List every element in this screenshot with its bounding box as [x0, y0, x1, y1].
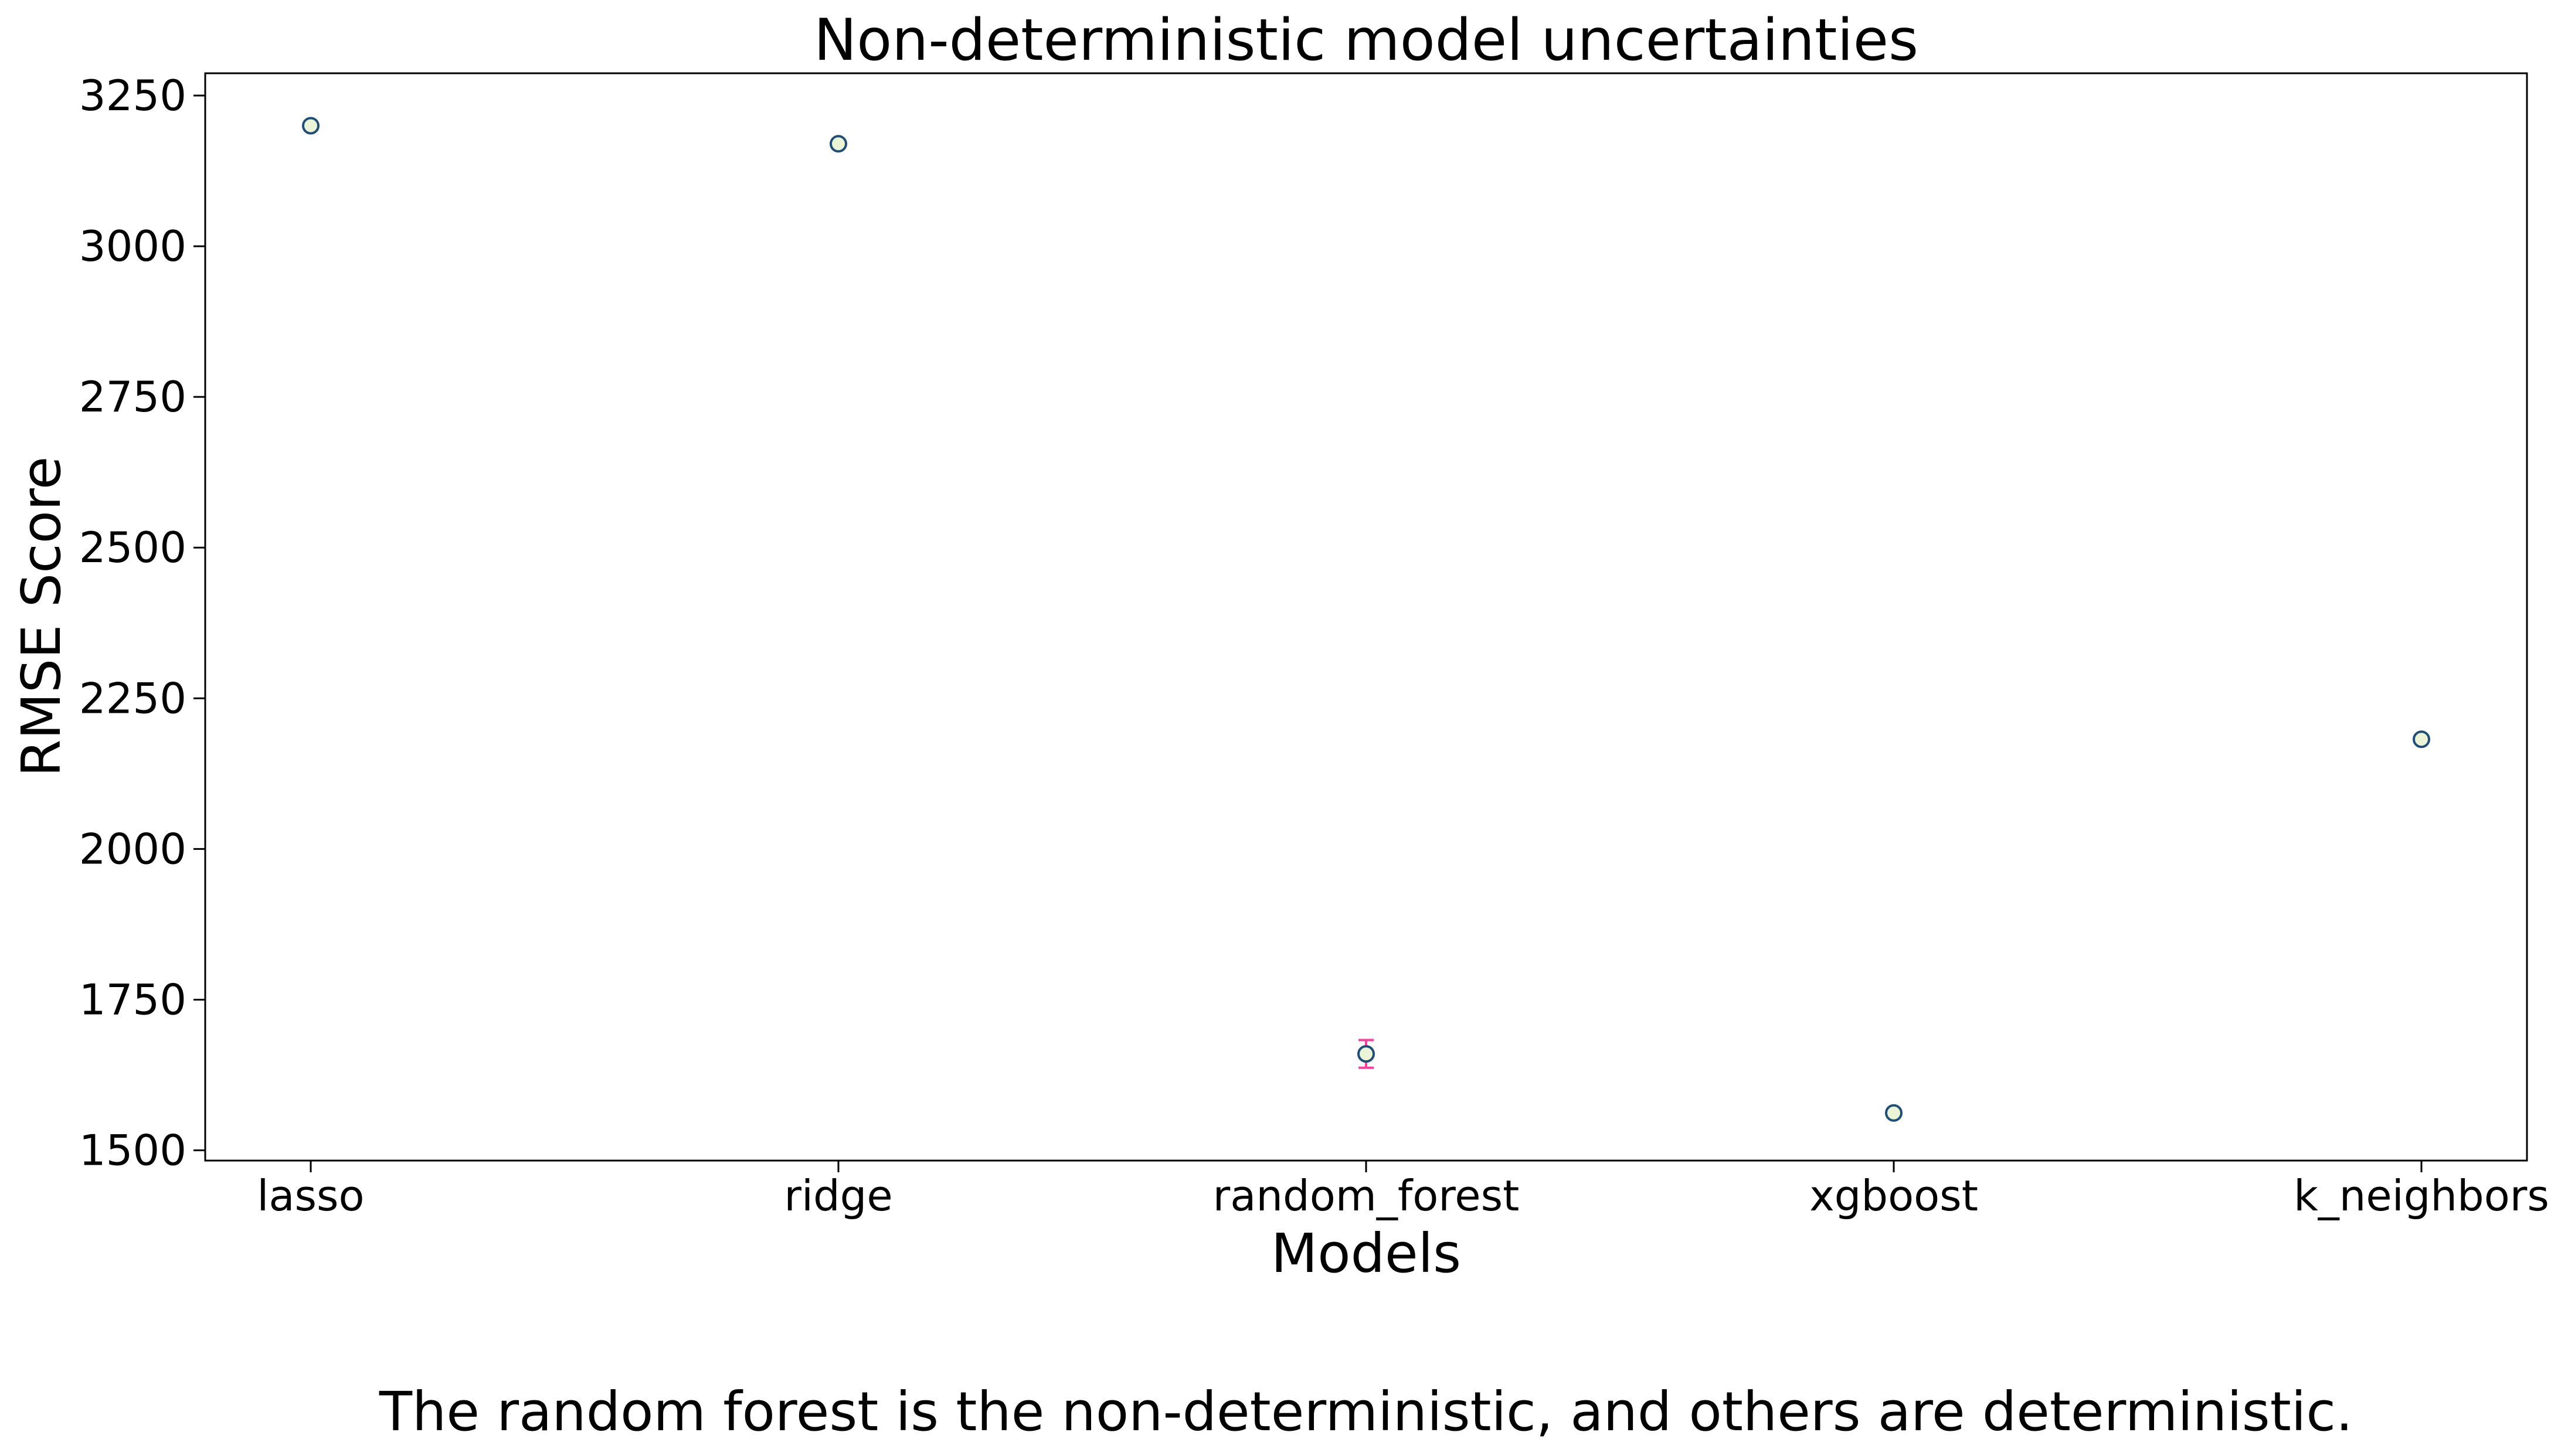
y-tick-label: 2000 [79, 824, 186, 873]
x-tick-label: ridge [784, 1171, 892, 1220]
x-tick-label: lasso [257, 1171, 364, 1220]
y-axis-label: RMSE Score [10, 457, 73, 777]
y-tick-label: 1500 [79, 1126, 186, 1175]
y-tick-label: 2750 [79, 372, 186, 421]
y-tick-label: 2250 [79, 673, 186, 723]
y-tick-label: 3250 [79, 71, 186, 120]
data-point-lasso [302, 117, 320, 135]
data-point-random_forest [1357, 1045, 1375, 1063]
data-point-xgboost [1885, 1104, 1903, 1122]
x-tick-label: random_forest [1213, 1171, 1520, 1220]
x-tick-label: k_neighbors [2294, 1171, 2549, 1220]
data-point-k_neighbors [2413, 730, 2430, 749]
y-tick-label: 1750 [79, 975, 186, 1024]
chart-caption: The random forest is the non-determinist… [379, 1380, 2353, 1443]
y-tick-label: 3000 [79, 222, 186, 271]
y-tick-label: 2500 [79, 523, 186, 572]
x-axis: lasso ridge random_forest xgboost k_neighbor… [257, 1161, 2549, 1220]
chart-title: Non-deterministic model uncertainties [814, 7, 1918, 74]
x-axis-label: Models [1271, 1222, 1461, 1285]
y-axis: 1500 1750 2000 2250 2500 2750 3000 3250 [79, 71, 205, 1175]
data-series [302, 117, 2430, 1122]
x-tick-label: xgboost [1809, 1171, 1978, 1220]
data-point-ridge [830, 135, 847, 153]
